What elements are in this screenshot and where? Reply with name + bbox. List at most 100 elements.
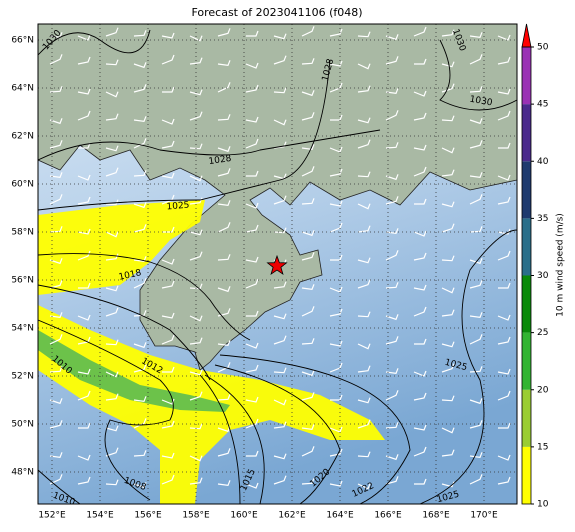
wind-barb xyxy=(133,30,147,37)
lon-label: 162°E xyxy=(278,511,306,521)
colorbar-tick-label: 45 xyxy=(537,100,548,110)
colorbar-tick-label: 10 xyxy=(537,500,549,510)
isobar xyxy=(204,374,265,504)
colorbar: 10 15 20 25 30 35 40 45 50 10 m wind speed (m/s) xyxy=(521,23,566,510)
wind-barb xyxy=(49,452,63,458)
wind-barb xyxy=(245,62,259,69)
wind-barb xyxy=(133,418,147,429)
wind-barb xyxy=(273,453,287,460)
isobar-label: 1030 xyxy=(469,95,494,109)
colorbar-segment xyxy=(522,104,531,162)
colorbar-tick-label: 40 xyxy=(537,157,549,167)
wind-barb xyxy=(413,230,427,237)
wind-barb xyxy=(357,85,371,93)
wind-barb xyxy=(105,393,119,401)
wind-barb xyxy=(189,143,203,150)
wind-barb xyxy=(133,278,147,289)
wind-barb xyxy=(273,55,287,65)
wind-barb xyxy=(497,174,511,181)
wind-barb xyxy=(497,314,511,321)
wind-barb xyxy=(497,228,511,235)
wind-barb xyxy=(385,228,399,234)
wind-barb xyxy=(162,226,175,233)
wind-barb xyxy=(77,250,91,261)
wind-barb xyxy=(189,57,203,65)
wind-barb xyxy=(189,455,203,462)
wind-barb xyxy=(162,366,175,373)
wind-barb xyxy=(49,118,63,125)
lat-label: 52°N xyxy=(11,372,34,382)
wind-barb xyxy=(189,175,203,182)
wind-barb xyxy=(49,54,63,65)
wind-barb xyxy=(469,54,483,65)
wind-barb xyxy=(245,224,259,233)
wind-barb xyxy=(469,420,483,429)
wind-barb xyxy=(329,448,343,457)
wind-barb xyxy=(133,224,147,233)
wind-barb xyxy=(217,82,231,93)
wind-barb xyxy=(49,474,63,485)
wind-barb xyxy=(133,342,147,349)
wind-barb xyxy=(245,418,259,429)
wind-barb xyxy=(441,395,455,402)
isobar xyxy=(38,469,81,504)
wind-barb xyxy=(469,474,483,485)
wind-barb xyxy=(189,229,203,236)
wind-barb xyxy=(78,282,91,289)
wind-barb xyxy=(49,86,63,93)
colorbar-tick-label: 50 xyxy=(537,43,549,53)
wind-barb xyxy=(133,202,147,209)
wind-barb xyxy=(329,60,343,67)
lon-label: 152°E xyxy=(38,511,66,521)
wind-barb xyxy=(273,195,287,205)
wind-barb xyxy=(273,335,287,345)
wind-barb xyxy=(217,480,231,486)
wind-barb xyxy=(133,364,147,373)
wind-barb xyxy=(133,84,147,93)
wind-barb xyxy=(385,282,399,289)
wind-barb xyxy=(441,309,455,317)
wind-barb xyxy=(273,119,287,126)
wind-barb xyxy=(133,62,147,69)
isobar xyxy=(38,253,251,341)
isobar xyxy=(38,319,174,501)
wind-barb xyxy=(385,110,399,121)
wind-barb xyxy=(357,365,371,373)
wind-barb xyxy=(357,171,371,178)
wind-barb xyxy=(133,256,147,262)
wind-barb xyxy=(301,166,315,177)
wind-barb xyxy=(105,231,119,238)
lon-label: 166°E xyxy=(374,511,402,521)
land xyxy=(38,24,517,371)
wind-barb xyxy=(385,250,399,261)
wind-barb xyxy=(414,478,427,485)
wind-barb xyxy=(133,450,147,457)
wind-barb xyxy=(217,200,231,206)
wind-barb xyxy=(133,170,147,177)
wind-barb xyxy=(413,306,427,317)
wind-barb xyxy=(385,454,399,461)
wind-barb xyxy=(189,369,203,376)
wind-barb xyxy=(161,312,175,319)
wind-barb xyxy=(441,223,455,233)
wind-barbs xyxy=(49,26,511,490)
wind-barb xyxy=(78,142,91,149)
wind-barb xyxy=(77,88,91,95)
isobar xyxy=(38,129,381,161)
wind-barb xyxy=(441,201,455,208)
colorbar-segment xyxy=(522,446,531,504)
colorbar-segment xyxy=(522,332,531,390)
wind-barb xyxy=(105,145,119,152)
wind-barb xyxy=(329,340,343,347)
wind-barb xyxy=(217,146,231,153)
lat-label: 60°N xyxy=(11,180,34,190)
wind-barb xyxy=(217,222,231,233)
wind-barb xyxy=(329,480,343,487)
wind-barb xyxy=(414,58,427,65)
wind-barb xyxy=(301,230,315,237)
wind-barb xyxy=(329,28,343,37)
wind-band xyxy=(38,200,205,295)
colorbar-tick-label: 20 xyxy=(537,385,549,395)
